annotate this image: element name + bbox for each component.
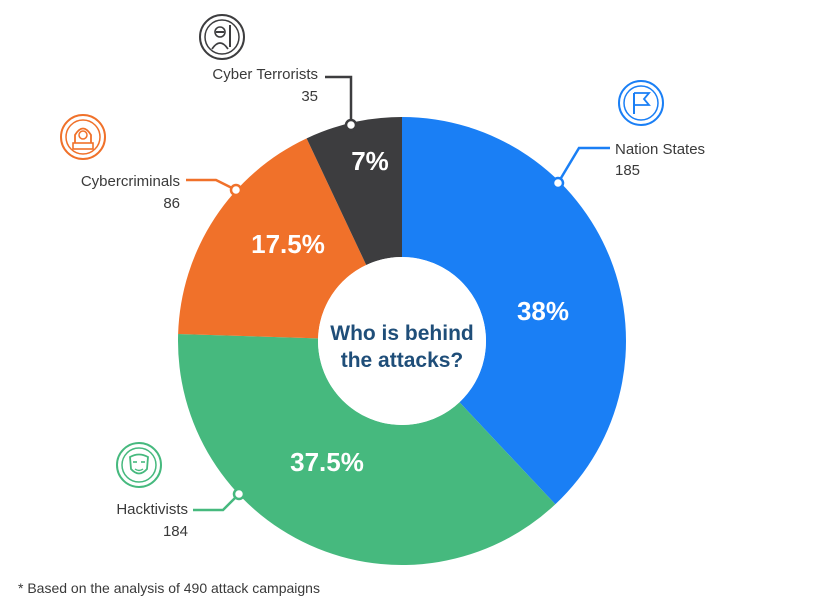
callout-line-nation-states xyxy=(556,146,610,184)
count-hacktivists: 184 xyxy=(163,523,188,540)
pct-label-hacktivists: 37.5% xyxy=(290,447,364,477)
slice-nation-states xyxy=(402,117,627,505)
donut-slices xyxy=(178,117,627,566)
label-cybercriminals: Cybercriminals xyxy=(81,173,180,190)
terrorist-icon xyxy=(199,14,245,60)
callout-dot-nation-states xyxy=(551,176,565,190)
count-cyber-terrorists: 35 xyxy=(301,88,318,105)
callout-line-hacktivists xyxy=(193,493,240,512)
pct-label-nation-states: 38% xyxy=(517,296,569,326)
mask-icon xyxy=(116,442,162,488)
callout-dot-cybercriminals xyxy=(229,183,243,197)
slice-hacktivists xyxy=(178,333,556,566)
count-cybercriminals: 86 xyxy=(163,195,180,212)
donut-chart: Who is behind the attacks? 38% 37.5% 17.… xyxy=(60,14,705,566)
flag-icon xyxy=(618,80,664,126)
center-title-line-2: the attacks? xyxy=(341,349,464,372)
footnote: * Based on the analysis of 490 attack ca… xyxy=(18,580,320,596)
callout-line-cyber-terrorists xyxy=(325,75,353,125)
slice-cybercriminals xyxy=(178,138,367,339)
center-title-line-1: Who is behind xyxy=(330,322,473,345)
label-cyber-terrorists: Cyber Terrorists xyxy=(212,66,318,83)
callout-dot-hacktivists xyxy=(232,487,246,501)
label-nation-states: Nation States xyxy=(615,141,705,158)
slice-cyber-terrorists xyxy=(306,117,402,265)
count-nation-states: 185 xyxy=(615,162,640,179)
label-hacktivists: Hacktivists xyxy=(116,501,188,518)
hooded-hacker-icon xyxy=(60,114,106,160)
donut-hole xyxy=(318,257,486,425)
pct-label-cybercriminals: 17.5% xyxy=(251,229,325,259)
pct-label-cyber-terrorists: 7% xyxy=(351,146,389,176)
callout-line-cybercriminals xyxy=(186,178,237,192)
callout-dot-cyber-terrorists xyxy=(344,118,358,132)
